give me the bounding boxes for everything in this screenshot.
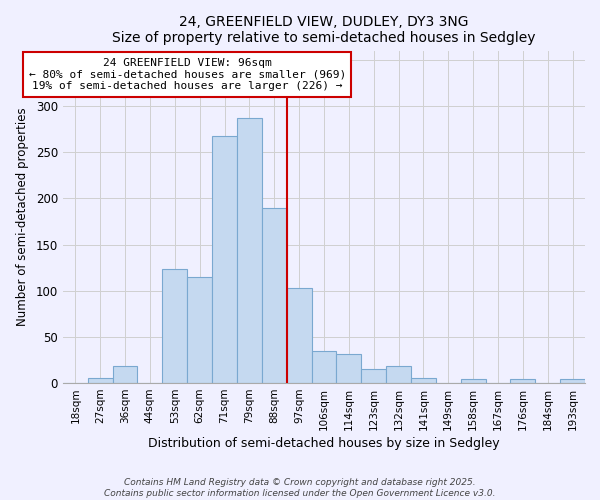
- Bar: [113, 366, 137, 383]
- Bar: [88, 378, 113, 383]
- Bar: [386, 366, 411, 383]
- Bar: [337, 354, 361, 383]
- Bar: [163, 270, 187, 383]
- Bar: [411, 378, 436, 383]
- Bar: [262, 208, 287, 383]
- Bar: [361, 369, 386, 383]
- Bar: [187, 277, 212, 383]
- Bar: [311, 350, 337, 383]
- Bar: [461, 380, 485, 383]
- X-axis label: Distribution of semi-detached houses by size in Sedgley: Distribution of semi-detached houses by …: [148, 437, 500, 450]
- Text: 24 GREENFIELD VIEW: 96sqm
← 80% of semi-detached houses are smaller (969)
19% of: 24 GREENFIELD VIEW: 96sqm ← 80% of semi-…: [29, 58, 346, 91]
- Bar: [212, 136, 237, 383]
- Bar: [511, 380, 535, 383]
- Bar: [237, 118, 262, 383]
- Text: Contains HM Land Registry data © Crown copyright and database right 2025.
Contai: Contains HM Land Registry data © Crown c…: [104, 478, 496, 498]
- Y-axis label: Number of semi-detached properties: Number of semi-detached properties: [16, 108, 29, 326]
- Title: 24, GREENFIELD VIEW, DUDLEY, DY3 3NG
Size of property relative to semi-detached : 24, GREENFIELD VIEW, DUDLEY, DY3 3NG Siz…: [112, 15, 536, 45]
- Bar: [560, 380, 585, 383]
- Bar: [287, 288, 311, 383]
